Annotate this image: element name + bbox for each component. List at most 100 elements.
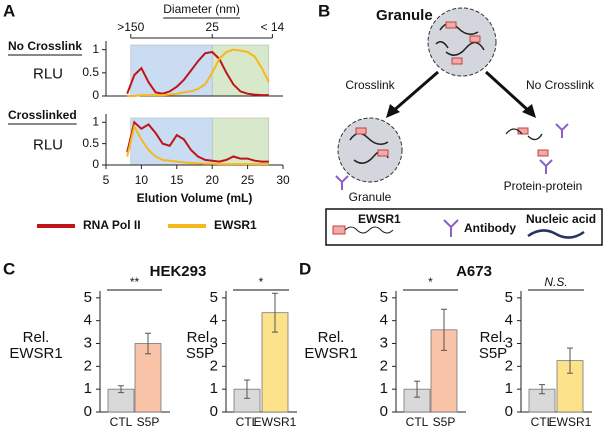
antibody-icon [335, 175, 349, 190]
ewsr1-icon [537, 149, 549, 157]
legend-label: RNA Pol II [83, 218, 141, 232]
series-line [126, 50, 269, 97]
ewsr1-icon [445, 21, 457, 29]
y-tick-label: 0.5 [82, 65, 99, 79]
ewsr1-icon [469, 35, 481, 43]
y-tick-label: 0 [210, 403, 218, 420]
y-tick-label: 3 [505, 334, 513, 351]
diagram-title: Granule [376, 7, 433, 24]
panel-letter: B [318, 1, 330, 20]
y-tick-label: 1 [92, 114, 99, 128]
x-tick-label: EWSR1 [549, 415, 592, 429]
y-tick-label: 4 [210, 312, 218, 329]
region [211, 117, 270, 166]
y-tick-label: 1 [380, 380, 388, 397]
x-tick-label: CTL [531, 415, 554, 429]
x-tick-label: EWSR1 [254, 415, 297, 429]
x-tick-label: 15 [170, 173, 184, 187]
y-tick-label: 1 [210, 380, 218, 397]
y-tick-label: 4 [505, 312, 513, 329]
y-tick-label: 5 [210, 289, 218, 306]
y-axis-label: Rel. [23, 329, 50, 346]
ewsr1-icon [451, 57, 463, 65]
y-axis-label: Rel. [318, 329, 345, 346]
y-tick-label: 0 [92, 88, 99, 102]
x-tick-label: S5P [433, 415, 456, 429]
y-tick-label: 4 [380, 312, 388, 329]
region [211, 44, 270, 97]
nucleic-acid [527, 229, 585, 239]
arrow [391, 70, 439, 114]
series-line [126, 123, 269, 166]
arrow-head [386, 104, 400, 118]
y-axis-label: RLU [33, 65, 63, 82]
y-tick-label: 0 [84, 403, 92, 420]
y-tick-label: 0 [380, 403, 388, 420]
series-line [126, 120, 269, 163]
y-tick-label: 1 [84, 380, 92, 397]
result-label: Granule [349, 190, 392, 204]
y-axis-label: Rel. [480, 329, 507, 346]
granule-shape [337, 117, 403, 183]
significance-label: N.S. [544, 275, 567, 289]
y-tick-label: 2 [380, 357, 388, 374]
x-tick-label: 5 [103, 173, 110, 187]
y-tick-label: 2 [84, 357, 92, 374]
legend-box [325, 208, 603, 246]
x-tick-label: 20 [206, 173, 220, 187]
diagram: B Granule Crosslink No Crosslink Granule… [318, 1, 603, 246]
chart-title: No Crosslink [8, 39, 82, 53]
x-tick-label: CTL [110, 415, 133, 429]
chart-title: HEK293 [150, 263, 207, 280]
y-tick-label: 2 [210, 357, 218, 374]
y-axis-label: EWSR1 [9, 345, 62, 362]
ewsr1-tail [344, 226, 394, 234]
y-tick-label: 3 [84, 334, 92, 351]
top-tick-label: 25 [206, 20, 220, 34]
y-axis-label: RLU [33, 136, 63, 153]
significance-label: ** [130, 275, 140, 289]
y-tick-label: 2 [505, 357, 513, 374]
y-axis-label: S5P [186, 345, 214, 362]
antibody-icon [539, 123, 569, 174]
legend-label: EWSR1 [214, 218, 257, 232]
ewsr1-icon [332, 225, 346, 235]
x-tick-label: CTL [406, 415, 429, 429]
panel-letter: C [3, 259, 15, 278]
x-tick-label: 10 [135, 173, 149, 187]
series-line [127, 48, 270, 97]
top-axis-title: Diameter (nm) [163, 2, 240, 16]
arrow-label: Crosslink [345, 78, 395, 92]
y-tick-label: 0 [505, 403, 513, 420]
y-tick-label: 5 [380, 289, 388, 306]
legend-label: Antibody [464, 221, 516, 235]
region [130, 44, 213, 97]
y-tick-label: 3 [210, 334, 218, 351]
y-tick-label: 0 [92, 157, 99, 171]
antibody-icon [443, 219, 459, 237]
top-tick-label: < 14 [261, 20, 285, 34]
y-tick-label: 1 [505, 380, 513, 397]
arrow-label: No Crosslink [526, 78, 595, 92]
nucleic-acid [435, 22, 485, 56]
arrow-head [522, 104, 536, 118]
legend-label: EWSR1 [358, 212, 401, 226]
legend-label: Nucleic acid [526, 212, 596, 226]
ewsr1-icon [355, 127, 367, 135]
ewsr1-icon [377, 149, 389, 157]
y-axis-label: Rel. [187, 329, 214, 346]
significance-label: * [259, 275, 264, 289]
panel-letter: D [299, 259, 311, 278]
y-axis-label: EWSR1 [304, 345, 357, 362]
chart-title: Crosslinked [8, 108, 77, 122]
x-tick-label: 30 [276, 173, 290, 187]
bar [134, 343, 162, 413]
y-tick-label: 3 [380, 334, 388, 351]
significance-label: * [428, 275, 433, 289]
y-tick-label: 5 [505, 289, 513, 306]
nucleic-acid [505, 128, 543, 141]
y-tick-label: 1 [92, 42, 99, 56]
chart-title: A673 [456, 263, 492, 280]
y-tick-label: 4 [84, 312, 92, 329]
